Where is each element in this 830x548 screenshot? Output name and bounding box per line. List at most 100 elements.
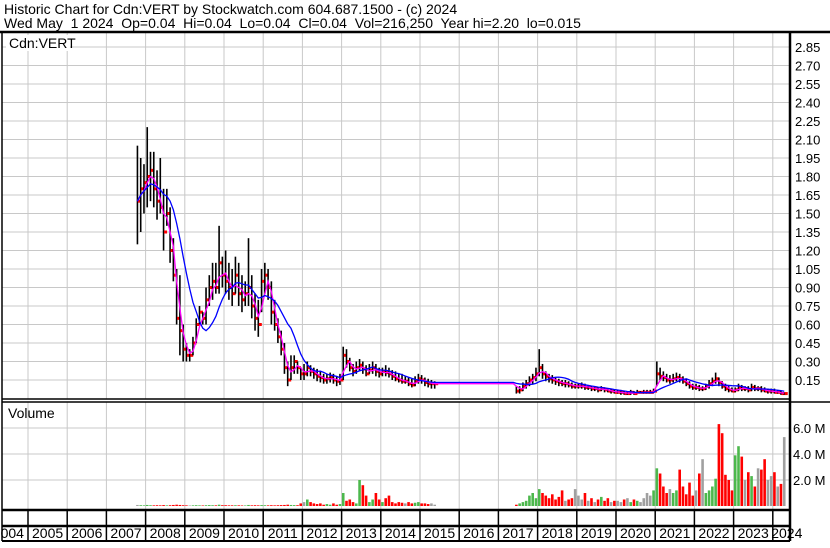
volume-bar xyxy=(613,500,616,506)
year-label: 2023 xyxy=(738,525,769,541)
close-marker xyxy=(167,212,171,215)
volume-bar xyxy=(325,504,329,506)
volume-bar xyxy=(191,505,195,506)
volume-bar xyxy=(750,476,753,506)
volume-bar xyxy=(355,503,358,506)
volume-bar xyxy=(309,502,312,506)
axis-ticks: 2.85 2.70 2.55 2.40 2.25 2.10 1.95 1.80 1.65 1.50… xyxy=(793,40,826,488)
close-marker xyxy=(255,316,259,320)
volume-bar xyxy=(639,502,642,506)
year-label: 2007 xyxy=(110,525,141,541)
close-marker xyxy=(144,181,148,185)
volume-panel-label: Volume xyxy=(8,405,55,421)
close-marker xyxy=(350,366,354,370)
close-marker xyxy=(235,273,239,277)
close-marker xyxy=(686,382,690,386)
volume-bar xyxy=(152,505,156,506)
close-marker xyxy=(725,387,729,391)
volume-bar xyxy=(335,504,338,506)
price-tick-label: 1.80 xyxy=(795,170,820,185)
volume-bar xyxy=(181,505,185,506)
volume-bar xyxy=(635,500,639,506)
volume-bar xyxy=(776,486,779,506)
volume-bar xyxy=(263,505,267,506)
chart-title: Historic Chart for Cdn:VERT by Stockwatc… xyxy=(4,1,457,17)
close-marker xyxy=(360,363,364,367)
close-marker xyxy=(562,382,566,386)
close-marker xyxy=(317,374,321,378)
volume-bar xyxy=(577,495,580,506)
volume-bar xyxy=(217,504,221,506)
close-marker xyxy=(281,347,285,351)
close-marker xyxy=(203,316,207,320)
volume-bar xyxy=(724,474,727,506)
close-marker xyxy=(415,379,419,383)
volume-bar xyxy=(521,502,525,506)
close-marker xyxy=(337,379,341,383)
close-marker xyxy=(190,353,194,357)
close-marker xyxy=(284,366,288,370)
volume-bar xyxy=(306,499,309,506)
volume-bar xyxy=(417,502,420,506)
close-marker xyxy=(347,360,350,363)
close-marker xyxy=(151,168,154,172)
volume-bar xyxy=(603,500,606,506)
year-label: 2011 xyxy=(268,525,298,541)
volume-bar xyxy=(296,505,299,506)
volume-bar xyxy=(162,505,165,506)
volume-bar xyxy=(727,480,730,506)
volume-bar xyxy=(237,505,240,506)
close-marker xyxy=(294,360,298,363)
volume-tick-label: 2.0 M xyxy=(793,473,826,488)
year-label: 2020 xyxy=(620,525,651,541)
year-label: 2016 xyxy=(463,525,494,541)
price-tick-label: 1.20 xyxy=(795,244,820,259)
close-marker xyxy=(340,378,344,382)
volume-bar xyxy=(616,500,619,506)
year-label: 2013 xyxy=(346,525,377,541)
year-axis: 2004 2005 2006 2007 2008 2009 2010 2011 2012 2013… xyxy=(0,525,803,541)
close-marker xyxy=(330,376,334,380)
volume-bar xyxy=(737,446,740,506)
volume-bar xyxy=(341,493,345,506)
price-tick-label: 0.45 xyxy=(795,336,820,351)
volume-bar xyxy=(410,503,414,506)
volume-bar xyxy=(564,500,567,506)
volume-bar xyxy=(743,480,747,506)
volume-bar xyxy=(250,505,254,506)
close-marker xyxy=(304,372,308,376)
volume-bar xyxy=(717,424,721,506)
volume-bar xyxy=(593,502,597,506)
close-marker xyxy=(157,199,161,203)
volume-bar xyxy=(544,495,548,506)
volume-bar xyxy=(364,495,368,506)
volume-bar xyxy=(733,455,737,506)
volume-bar xyxy=(387,495,391,506)
close-marker xyxy=(529,378,533,382)
volume-bar xyxy=(319,503,322,506)
close-marker xyxy=(376,369,380,373)
price-tick-label: 2.55 xyxy=(795,77,820,92)
close-marker xyxy=(425,380,429,384)
volume-bar xyxy=(632,499,636,506)
volume-bar xyxy=(779,483,783,506)
close-marker xyxy=(722,384,726,388)
volume-bar xyxy=(678,469,681,506)
close-marker xyxy=(598,388,602,392)
volume-bar xyxy=(704,493,708,506)
close-marker xyxy=(676,376,680,380)
volume-bar xyxy=(273,505,276,506)
close-marker xyxy=(784,392,788,396)
volume-tick-label: 6.0 M xyxy=(793,421,826,436)
volume-bar xyxy=(377,499,381,506)
volume-bar xyxy=(204,505,208,506)
volume-bar xyxy=(188,505,191,506)
volume-bar xyxy=(701,459,704,506)
volume-bar xyxy=(257,505,260,506)
price-panel-label: Cdn:VERT xyxy=(9,35,76,51)
volume-bar xyxy=(619,502,623,506)
volume-bar xyxy=(658,473,662,506)
volume-bar xyxy=(312,503,316,506)
volume-bar xyxy=(769,476,773,506)
volume-bar xyxy=(551,494,554,506)
